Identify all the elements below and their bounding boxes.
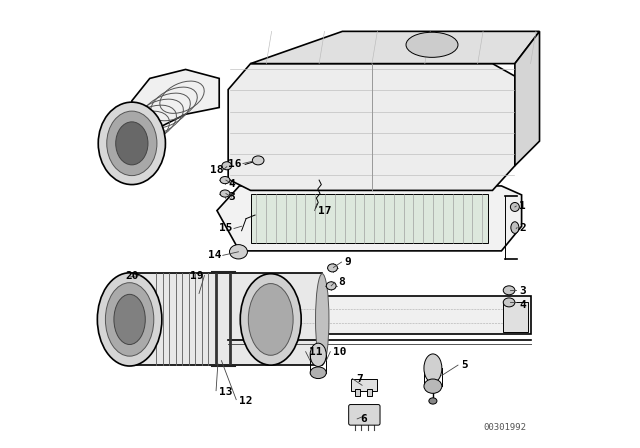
Polygon shape <box>228 64 515 190</box>
Text: 6: 6 <box>360 414 367 424</box>
Ellipse shape <box>240 274 301 365</box>
Text: 16: 16 <box>228 159 242 168</box>
Ellipse shape <box>503 286 515 295</box>
Ellipse shape <box>222 162 232 170</box>
Ellipse shape <box>107 111 157 176</box>
Ellipse shape <box>429 398 437 404</box>
FancyBboxPatch shape <box>349 405 380 425</box>
Text: 18: 18 <box>210 165 224 175</box>
Text: 11: 11 <box>309 347 323 357</box>
Ellipse shape <box>116 122 148 165</box>
Text: 14: 14 <box>208 250 221 260</box>
Polygon shape <box>132 69 220 143</box>
Polygon shape <box>251 194 488 243</box>
Bar <box>367 389 372 396</box>
Ellipse shape <box>248 284 293 355</box>
Ellipse shape <box>424 354 442 383</box>
Text: 00301992: 00301992 <box>483 423 526 432</box>
Ellipse shape <box>424 379 442 393</box>
Text: 19: 19 <box>190 271 204 280</box>
Ellipse shape <box>99 102 166 185</box>
Ellipse shape <box>406 32 458 57</box>
Text: 17: 17 <box>317 206 332 215</box>
Text: 20: 20 <box>125 271 139 280</box>
Polygon shape <box>503 302 529 332</box>
Text: 1: 1 <box>520 201 526 211</box>
Text: 7: 7 <box>356 374 363 383</box>
Text: 10: 10 <box>333 347 347 357</box>
Text: 3: 3 <box>520 286 526 296</box>
Ellipse shape <box>106 283 154 356</box>
Text: 2: 2 <box>520 224 526 233</box>
Ellipse shape <box>220 190 230 197</box>
Ellipse shape <box>511 222 519 233</box>
Ellipse shape <box>230 245 248 259</box>
Polygon shape <box>251 31 540 64</box>
Polygon shape <box>130 273 323 365</box>
Ellipse shape <box>328 264 337 272</box>
Polygon shape <box>228 296 531 334</box>
Bar <box>351 379 378 391</box>
Polygon shape <box>515 31 540 166</box>
Ellipse shape <box>326 282 336 290</box>
Ellipse shape <box>252 156 264 165</box>
Text: 12: 12 <box>239 396 253 406</box>
Ellipse shape <box>114 294 145 345</box>
Ellipse shape <box>511 202 520 211</box>
Text: 9: 9 <box>345 257 351 267</box>
Bar <box>355 389 360 396</box>
Text: 4: 4 <box>520 300 526 310</box>
Text: 5: 5 <box>461 360 468 370</box>
Ellipse shape <box>310 367 326 379</box>
Text: 15: 15 <box>219 224 233 233</box>
Ellipse shape <box>316 274 329 365</box>
Ellipse shape <box>310 343 326 366</box>
Ellipse shape <box>503 298 515 307</box>
Text: 8: 8 <box>338 277 345 287</box>
Ellipse shape <box>220 177 230 184</box>
Text: 4: 4 <box>228 179 235 189</box>
Text: 13: 13 <box>220 387 233 397</box>
Ellipse shape <box>97 273 162 366</box>
Text: 3: 3 <box>228 192 235 202</box>
Polygon shape <box>217 186 522 251</box>
